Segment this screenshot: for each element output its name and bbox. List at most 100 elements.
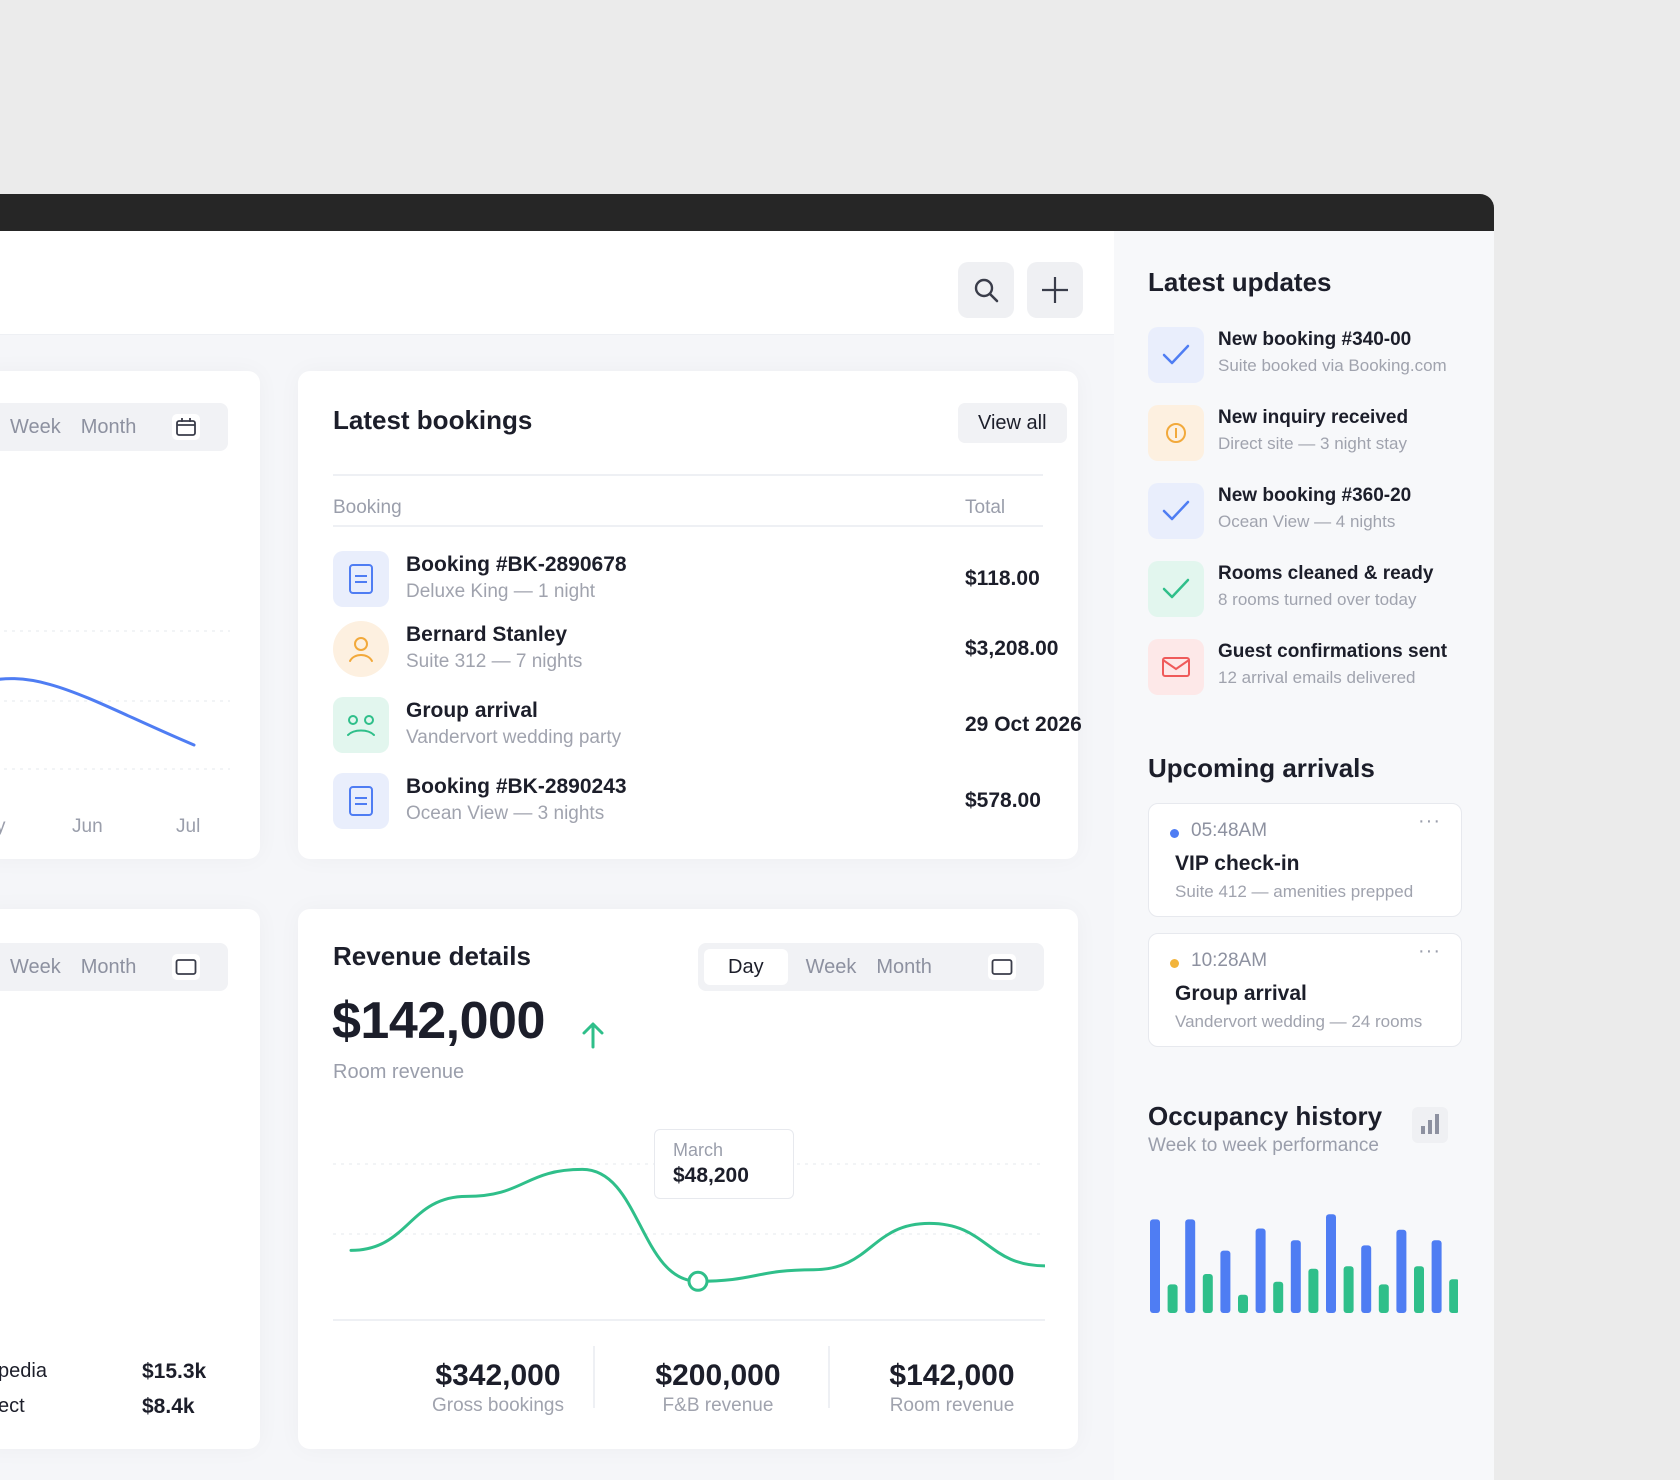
update-subtitle: 12 arrival emails delivered — [1218, 668, 1416, 687]
tab-week[interactable]: Week — [10, 955, 61, 978]
mail-icon — [1148, 639, 1204, 695]
booking-total: 29 Oct 2026 — [965, 713, 1082, 736]
left-period-tabs: Week Month — [0, 403, 228, 451]
booking-subtitle: Ocean View — 3 nights — [406, 803, 605, 824]
revenue-marker[interactable] — [687, 1270, 709, 1292]
occupancy-bar — [1255, 1228, 1266, 1313]
latest-bookings-card: Latest bookings View all Booking Total B… — [298, 371, 1082, 859]
chart-tooltip: March $48,200 — [654, 1129, 794, 1199]
update-subtitle: Suite booked via Booking.com — [1218, 356, 1447, 375]
check-icon — [1148, 483, 1204, 539]
booking-row[interactable]: Booking #BK-2890243 Ocean View — 3 night… — [333, 773, 1093, 833]
update-item[interactable]: New inquiry received Direct site — 3 nig… — [1148, 405, 1488, 465]
update-subtitle: Ocean View — 4 nights — [1218, 512, 1396, 531]
check-icon — [1148, 561, 1204, 617]
booking-total: $578.00 — [965, 789, 1041, 812]
tab-month[interactable]: Month — [80, 415, 137, 438]
more-options-icon[interactable]: ··· — [1418, 810, 1441, 832]
more-options-icon[interactable]: ··· — [1418, 940, 1441, 962]
tab-week[interactable]: Week — [10, 415, 61, 438]
document-icon — [333, 551, 389, 607]
booking-title: Bernard Stanley — [406, 623, 568, 646]
arrival-title: Group arrival — [1175, 982, 1307, 1005]
occupancy-bar — [1202, 1274, 1213, 1313]
occupancy-bar — [1414, 1266, 1424, 1313]
group-icon — [333, 697, 389, 753]
booking-row[interactable]: Bernard Stanley Suite 312 — 7 nights $3,… — [333, 621, 1093, 681]
status-dot — [1170, 829, 1179, 838]
occupancy-bar — [1326, 1214, 1336, 1313]
occupancy-bar — [1273, 1281, 1284, 1313]
update-subtitle: Direct site — 3 night stay — [1218, 434, 1407, 453]
stat-value: $200,000 — [655, 1359, 781, 1392]
calendar-icon — [176, 418, 196, 436]
view-all-button[interactable]: View all — [958, 403, 1067, 443]
search-button[interactable] — [958, 262, 1014, 318]
check-icon — [1148, 327, 1204, 383]
update-title: New inquiry received — [1218, 407, 1409, 428]
col-total-header: Total — [965, 497, 1006, 518]
stat-label: Gross bookings — [431, 1395, 564, 1416]
left-period-tabs: Week Month — [0, 943, 228, 991]
divider — [333, 525, 1043, 527]
tab-day[interactable]: Day — [704, 949, 788, 985]
arrival-title: VIP check-in — [1175, 852, 1300, 875]
update-item[interactable]: New booking #340-00 Suite booked via Boo… — [1148, 327, 1488, 387]
booking-row[interactable]: Group arrival Vandervort wedding party 2… — [333, 697, 1093, 757]
stat-room-revenue: $142,000 Room revenue — [872, 1359, 1032, 1417]
update-title: Rooms cleaned & ready — [1218, 563, 1434, 584]
update-item[interactable]: Guest confirmations sent 12 arrival emai… — [1148, 639, 1488, 699]
revenue-amount-label: Room revenue — [333, 1061, 465, 1083]
update-item[interactable]: New booking #360-20 Ocean View — 4 night… — [1148, 483, 1488, 543]
right-sidebar: Latest updates New booking #340-00 Suite… — [1114, 231, 1494, 1480]
occupancy-bar — [1449, 1279, 1458, 1313]
view-toggle-button[interactable] — [988, 954, 1016, 980]
arrival-time: 10:28AM — [1191, 950, 1268, 971]
arrival-subtitle: Vandervort wedding — 24 rooms — [1175, 1012, 1423, 1031]
tab-month[interactable]: Month — [80, 955, 137, 978]
update-item[interactable]: Rooms cleaned & ready 8 rooms turned ove… — [1148, 561, 1488, 621]
arrival-time: 05:48AM — [1191, 820, 1268, 841]
occupancy-bar — [1396, 1229, 1407, 1313]
occupancy-title: Occupancy history — [1148, 1101, 1383, 1131]
view-toggle-button[interactable] — [172, 954, 200, 980]
source-value: $15.3k — [142, 1360, 207, 1383]
calendar-button[interactable] — [172, 414, 200, 440]
occupancy-bar — [1185, 1219, 1196, 1313]
occupancy-bar — [1308, 1268, 1319, 1313]
booking-subtitle: Deluxe King — 1 night — [406, 581, 596, 602]
booking-title: Booking #BK-2890678 — [406, 553, 627, 576]
occupancy-bar — [1343, 1266, 1354, 1313]
updates-title: Latest updates — [1148, 267, 1332, 297]
arrival-card[interactable]: 05:48AM ··· VIP check-in Suite 412 — ame… — [1148, 803, 1462, 917]
document-icon — [333, 773, 389, 829]
stat-label: F&B revenue — [662, 1395, 774, 1416]
app-screen: Week Month y Jun Jul Week Month — [0, 231, 1494, 1480]
panel-icon — [991, 959, 1013, 975]
tooltip-label: March — [673, 1140, 724, 1160]
divider — [828, 1346, 830, 1408]
stat-fb-revenue: $200,000 F&B revenue — [638, 1359, 798, 1417]
add-button[interactable] — [1027, 262, 1083, 318]
col-booking-header: Booking — [333, 497, 402, 518]
revenue-amount: $142,000 — [332, 992, 545, 1050]
occupancy-bar — [1238, 1294, 1248, 1313]
plus-icon — [1042, 277, 1068, 303]
x-tick: y — [0, 816, 6, 837]
top-bar — [0, 231, 1114, 335]
bookings-title: Latest bookings — [333, 405, 533, 435]
divider — [593, 1346, 595, 1408]
revenue-title: Revenue details — [333, 941, 531, 971]
revenue-details-card: Revenue details Day Week Month $142,000 … — [298, 909, 1078, 1449]
arrival-card[interactable]: 10:28AM ··· Group arrival Vandervort wed… — [1148, 933, 1462, 1047]
booking-subtitle: Suite 312 — 7 nights — [406, 651, 583, 672]
occupancy-bar — [1220, 1250, 1231, 1313]
booking-row[interactable]: Booking #BK-2890678 Deluxe King — 1 nigh… — [333, 551, 1093, 611]
revenue-line-chart — [333, 1163, 1045, 1292]
x-tick: Jul — [176, 816, 201, 837]
bar-chart-icon[interactable] — [1412, 1107, 1448, 1143]
tab-week[interactable]: Week — [805, 955, 857, 978]
tab-month[interactable]: Month — [876, 955, 932, 978]
divider — [333, 474, 1043, 476]
booking-title: Group arrival — [406, 699, 538, 722]
